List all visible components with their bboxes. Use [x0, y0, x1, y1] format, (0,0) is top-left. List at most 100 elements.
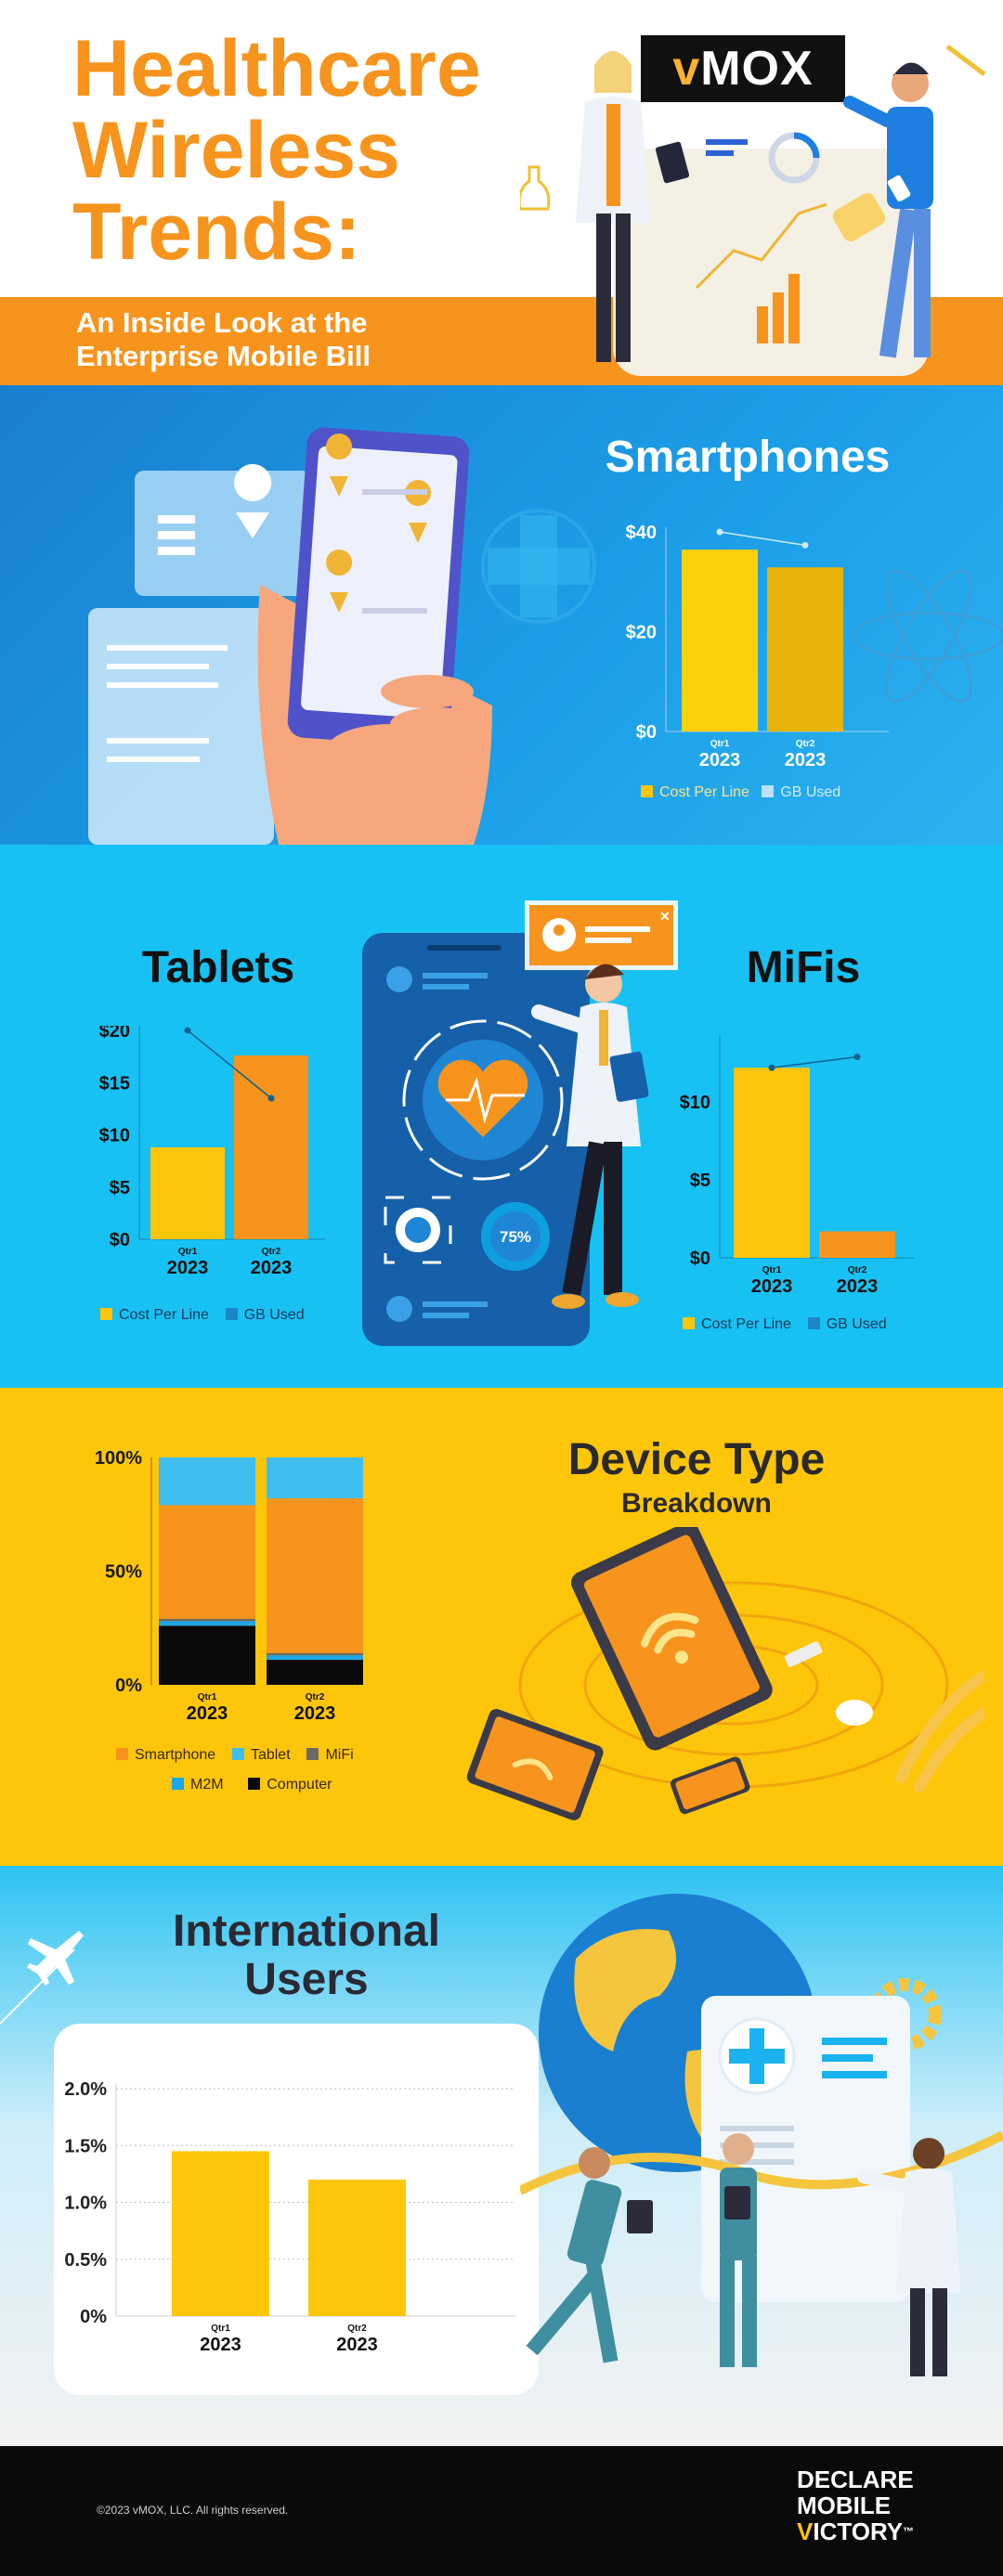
x-tick-label-year: 2023 [699, 750, 741, 770]
x-tick-label-quarter: Qtr1 [178, 1247, 198, 1257]
small-tablet-icon [466, 1709, 604, 1820]
phone-in-hand-icon [257, 427, 492, 845]
nurse-figure-2 [720, 2133, 757, 2367]
x-tick-label-quarter: Qtr1 [198, 1692, 217, 1702]
tagline-line-3: ICTORY [813, 2518, 904, 2545]
x-tick-label-quarter: Qtr2 [262, 1247, 281, 1257]
bar-tablets-2 [234, 1055, 308, 1239]
orange-mini-bar-chart-icon [757, 274, 800, 343]
close-icon: ✕ [659, 909, 671, 924]
legend-swatch-m2m [172, 1778, 184, 1790]
tablets-mifis-section: Tablets $0 $5 $10 $15 $20 Qtr1 2023 Qtr2 2023 Co… [0, 845, 1003, 1388]
trademark-symbol: ™ [903, 2525, 915, 2538]
x-tick-label-year: 2023 [785, 750, 827, 770]
x-tick-label-year: 2023 [294, 1703, 336, 1724]
subtitle-line-1: An Inside Look at the [76, 306, 368, 339]
legend-swatch-computer [248, 1778, 261, 1790]
legend-label-gb: GB Used [826, 1316, 887, 1332]
x-tick-label-year: 2023 [336, 2335, 378, 2355]
nurse-figure-1 [526, 2147, 653, 2363]
legend-swatch-cost [641, 785, 653, 797]
international-section: International Users 0% 0.5% 1.0% 1.5% 2.0% Qt… [0, 1866, 1003, 2446]
gb-used-point-2 [801, 541, 809, 549]
gb-used-line [719, 531, 806, 547]
percent-ring [481, 1202, 550, 1271]
title-line-1: Healthcare [72, 24, 481, 113]
subtitle-line-2: Enterprise Mobile Bill [76, 340, 371, 372]
title-line-3: Trends: [72, 188, 361, 277]
device-type-title: Device Type [567, 1435, 826, 1484]
page-title: Healthcare Wireless Trends: [72, 28, 481, 273]
y-tick-label: 100% [95, 1448, 142, 1469]
stack-segment-tablet-1 [159, 1457, 255, 1506]
wifi-signal-icon [895, 1670, 984, 1793]
device-type-subtitle: Breakdown [621, 1488, 772, 1519]
legend-label-smartphone: Smartphone [135, 1747, 216, 1763]
mifis-legend: Cost Per Line GB Used [683, 1316, 887, 1333]
footer: ©2023 vMOX, LLC. All rights reserved. DE… [0, 2446, 1003, 2576]
legend-label-mifi: MiFi [325, 1747, 354, 1763]
backdrop-card [613, 149, 929, 376]
mifis-title: MiFis [746, 943, 861, 992]
syringe-icon [945, 45, 986, 76]
mouse-icon [836, 1700, 873, 1726]
usb-modem-icon [784, 1641, 823, 1667]
x-tick-label-quarter: Qtr2 [848, 1265, 867, 1275]
heart-icon [437, 1059, 528, 1137]
x-tick-label-quarter: Qtr2 [347, 2324, 367, 2334]
y-tick-label: $15 [99, 1073, 130, 1094]
x-tick-label-year: 2023 [837, 1276, 879, 1297]
tagline-v: V [797, 2518, 814, 2545]
vmox-logo: vMOX [641, 35, 845, 102]
percent-ring-label: 75% [500, 1228, 531, 1246]
legend-swatch-gb [225, 1308, 238, 1320]
pills-icon [832, 192, 886, 242]
y-tick-label: $40 [626, 523, 657, 543]
title-line-2: Wireless [72, 106, 400, 195]
airplane-icon [0, 1931, 84, 2024]
legend-swatch-smartphone [116, 1748, 128, 1760]
doctor-figure-3 [857, 2138, 961, 2376]
gb-used-line [187, 1029, 272, 1099]
doctors-illustration [520, 45, 986, 376]
y-tick-label: $10 [680, 1093, 710, 1113]
y-tick-label: $0 [636, 722, 657, 743]
legend-label-gb: GB Used [780, 784, 841, 800]
y-tick-label: 0.5% [64, 2250, 107, 2271]
x-tick-label-quarter: Qtr2 [306, 1692, 325, 1702]
stack-segment-mifi-1 [159, 1618, 255, 1622]
x-tick-label-quarter: Qtr1 [710, 739, 730, 749]
legend-label-cost: Cost Per Line [659, 784, 749, 800]
atom-icon [853, 611, 1003, 661]
gb-used-point-1 [184, 1027, 191, 1034]
gb-used-point-1 [768, 1064, 775, 1071]
male-figure [843, 62, 933, 358]
gb-used-line [771, 1055, 858, 1068]
y-tick-label: 0% [80, 2307, 107, 2327]
legend-label-gb: GB Used [243, 1307, 305, 1323]
devices-illustration [466, 1527, 984, 1820]
stack-segment-computer-1 [159, 1625, 255, 1685]
x-tick-label-year: 2023 [187, 1703, 228, 1724]
x-tick-label-year: 2023 [251, 1258, 293, 1278]
x-tick-label-quarter: Qtr1 [762, 1265, 782, 1275]
bar-international-1 [172, 2151, 269, 2316]
male-doctor-figure [531, 964, 649, 1309]
y-tick-label: $0 [110, 1230, 130, 1250]
y-tick-label: $5 [690, 1171, 710, 1191]
legend-label-tablet: Tablet [250, 1747, 291, 1763]
globe-doctors-illustration [520, 1894, 1003, 2376]
tagline-line-2: MOBILE [797, 2492, 892, 2519]
legend-swatch-gb [762, 785, 775, 797]
stack-segment-m2m-2 [267, 1655, 363, 1661]
doctor-phone-illustration: 75% ✕ [362, 900, 678, 1346]
y-tick-label: 1.5% [64, 2136, 107, 2156]
scan-frame-icon [384, 1196, 452, 1264]
bar-tablets-1 [150, 1147, 225, 1239]
legend-label-computer: Computer [267, 1777, 332, 1793]
x-tick-label-year: 2023 [200, 2335, 241, 2355]
